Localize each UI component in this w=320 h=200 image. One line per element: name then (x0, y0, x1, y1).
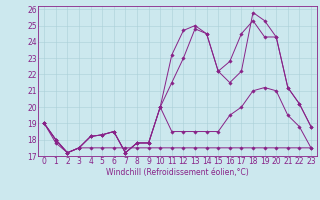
X-axis label: Windchill (Refroidissement éolien,°C): Windchill (Refroidissement éolien,°C) (106, 168, 249, 177)
